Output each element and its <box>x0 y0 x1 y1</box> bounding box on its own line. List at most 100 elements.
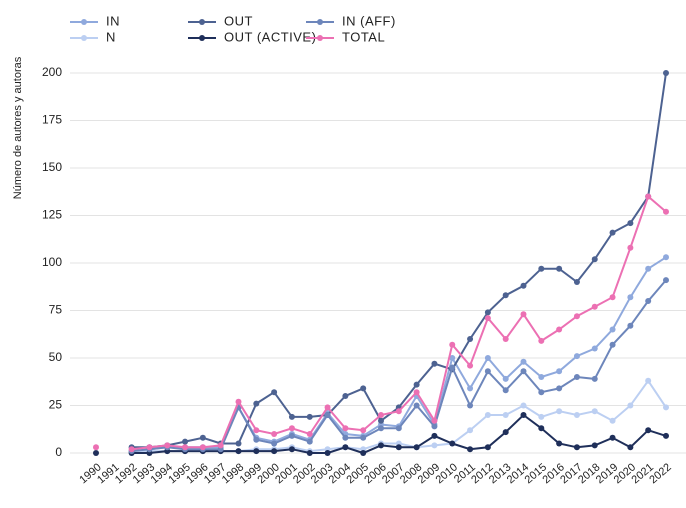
data-point <box>288 425 295 432</box>
data-point <box>502 412 509 418</box>
data-point <box>591 303 598 310</box>
data-point <box>538 265 545 272</box>
data-point <box>591 345 598 352</box>
data-point <box>538 425 545 432</box>
data-point <box>360 450 367 456</box>
data-point <box>573 444 580 451</box>
data-point <box>484 368 491 375</box>
data-point <box>449 355 456 361</box>
data-point <box>627 402 634 409</box>
legend-label: IN <box>106 13 120 28</box>
data-point <box>520 412 527 418</box>
data-point <box>591 408 598 415</box>
data-point <box>609 417 616 424</box>
data-point <box>663 277 669 284</box>
data-point <box>413 444 420 451</box>
data-point <box>378 425 384 432</box>
data-point <box>520 358 527 365</box>
data-point <box>502 336 509 342</box>
legend-marker <box>317 19 323 25</box>
data-point <box>663 404 669 411</box>
data-point <box>538 413 545 420</box>
data-point <box>645 193 652 200</box>
data-point <box>520 282 527 289</box>
data-point <box>609 341 616 348</box>
data-point <box>431 423 438 430</box>
data-point <box>395 408 402 415</box>
data-point <box>538 374 545 380</box>
data-point <box>627 444 634 451</box>
data-point <box>502 375 509 382</box>
data-point <box>128 446 135 453</box>
data-point <box>556 440 563 447</box>
data-point <box>235 398 242 405</box>
y-tick-label: 175 <box>42 113 62 127</box>
data-point <box>467 446 474 453</box>
data-point <box>467 427 474 434</box>
data-point <box>199 444 206 451</box>
data-point <box>484 355 491 361</box>
data-point <box>538 337 545 344</box>
y-tick-label: 150 <box>42 160 62 174</box>
data-point <box>467 402 474 409</box>
data-point <box>609 229 616 236</box>
data-point <box>93 444 99 451</box>
data-point <box>520 311 527 318</box>
data-point <box>253 436 260 443</box>
data-point <box>217 442 224 449</box>
data-point <box>556 385 563 392</box>
data-point <box>520 402 527 409</box>
data-point <box>431 360 438 367</box>
data-point <box>253 448 260 455</box>
data-point <box>645 298 652 304</box>
data-point <box>324 450 331 456</box>
data-point <box>663 254 669 261</box>
data-point <box>627 244 634 251</box>
data-point <box>164 442 171 449</box>
data-point <box>288 413 295 420</box>
data-point <box>591 256 598 263</box>
y-tick-label: 200 <box>42 65 62 79</box>
data-point <box>609 434 616 441</box>
legend-marker <box>81 35 87 41</box>
data-point <box>609 294 616 301</box>
data-point <box>378 442 384 449</box>
data-point <box>645 377 652 384</box>
data-point <box>449 364 456 371</box>
data-point <box>484 309 491 316</box>
data-point <box>663 208 669 215</box>
data-point <box>502 387 509 394</box>
data-point <box>360 427 367 434</box>
data-point <box>538 389 545 396</box>
data-point <box>467 336 474 342</box>
legend-marker <box>81 19 87 25</box>
y-tick-label: 75 <box>49 303 63 317</box>
data-point <box>502 292 509 299</box>
data-point <box>306 413 313 420</box>
data-point <box>467 385 474 392</box>
data-point <box>182 444 189 451</box>
data-point <box>253 427 260 434</box>
data-point <box>360 434 367 441</box>
data-point <box>573 374 580 380</box>
data-point <box>342 393 349 399</box>
data-point <box>573 353 580 360</box>
data-point <box>342 425 349 432</box>
data-point <box>306 431 313 437</box>
data-point <box>253 400 260 407</box>
data-point <box>271 440 278 447</box>
data-point <box>484 412 491 418</box>
data-point <box>520 368 527 375</box>
data-point <box>413 402 420 409</box>
legend-label: OUT <box>224 13 253 28</box>
data-point <box>93 450 99 456</box>
y-tick-label: 0 <box>55 445 62 459</box>
legend-label: IN (AFF) <box>342 13 396 28</box>
data-point <box>484 315 491 322</box>
y-tick-label: 50 <box>49 350 63 364</box>
y-tick-label: 25 <box>49 398 63 412</box>
data-point <box>235 448 242 455</box>
data-point <box>306 450 313 456</box>
data-point <box>449 341 456 348</box>
